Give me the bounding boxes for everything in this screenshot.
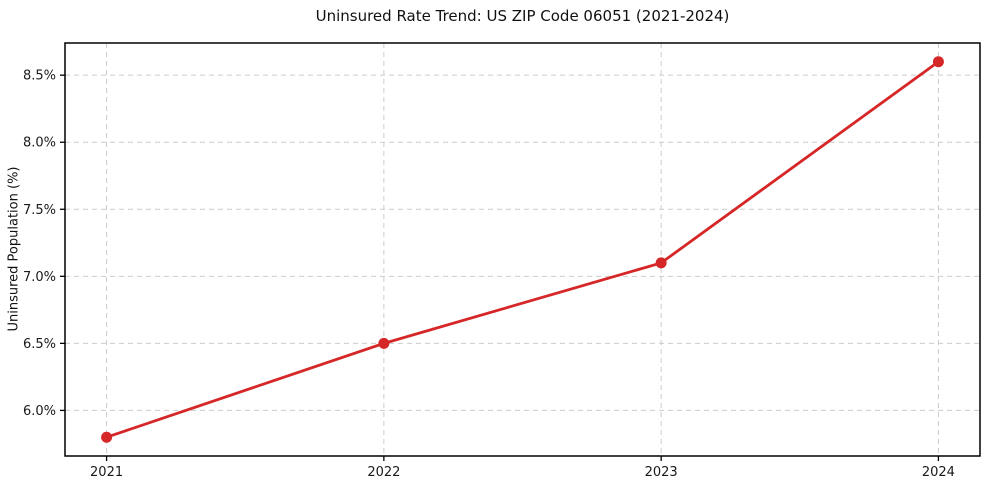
data-point-marker <box>655 257 667 269</box>
y-tick-label: 8.0% <box>23 136 56 151</box>
data-point-marker <box>378 337 390 349</box>
data-point-marker <box>932 56 944 68</box>
data-point-marker <box>101 431 113 443</box>
x-tick-label: 2023 <box>645 465 678 480</box>
y-tick-label: 6.5% <box>23 337 56 352</box>
x-tick-label: 2024 <box>922 465 955 480</box>
y-tick-label: 8.5% <box>23 69 56 84</box>
y-tick-label: 6.0% <box>23 404 56 419</box>
y-tick-label: 7.5% <box>23 203 56 218</box>
y-tick-label: 7.0% <box>23 270 56 285</box>
trend-line <box>105 60 940 439</box>
x-tick-label: 2021 <box>90 465 123 480</box>
plot-border <box>64 42 981 457</box>
x-tick-label: 2022 <box>367 465 400 480</box>
chart-title: Uninsured Rate Trend: US ZIP Code 06051 … <box>315 7 730 25</box>
